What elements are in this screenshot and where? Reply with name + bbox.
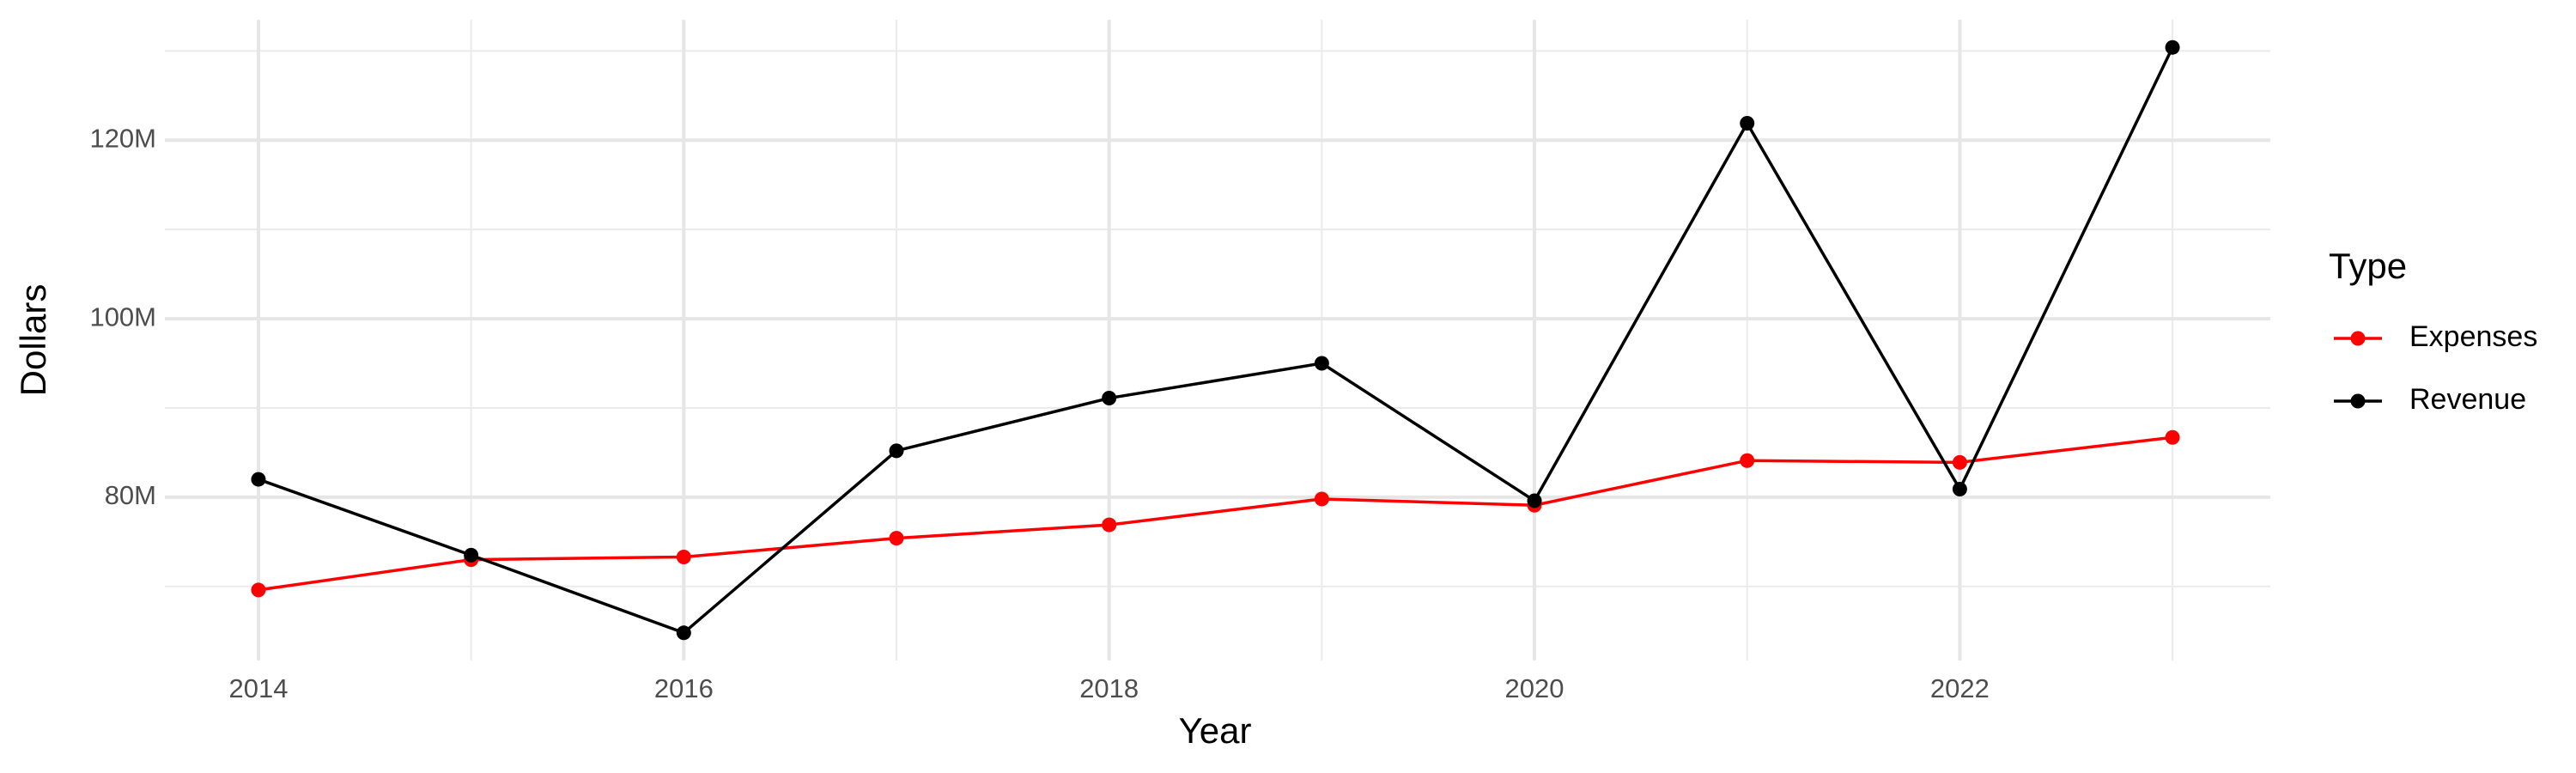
- data-point: [889, 443, 904, 459]
- data-point: [889, 531, 904, 546]
- data-point: [1314, 356, 1329, 371]
- data-point: [1102, 391, 1117, 406]
- data-point: [2165, 429, 2180, 445]
- y-axis-label: Dollars: [13, 284, 53, 397]
- data-point: [2165, 40, 2180, 55]
- data-point: [251, 582, 266, 598]
- y-tick-label: 120M: [89, 123, 156, 153]
- x-tick-label: 2018: [1079, 673, 1139, 703]
- data-point: [1952, 482, 1967, 497]
- data-point: [1740, 453, 1755, 468]
- data-point: [1314, 491, 1329, 507]
- legend-key-point: [2350, 393, 2366, 409]
- data-point: [1527, 493, 1542, 508]
- legend-title: Type: [2329, 246, 2407, 286]
- x-tick-label: 2022: [1930, 673, 1990, 703]
- data-point: [464, 547, 479, 563]
- data-point: [676, 625, 691, 641]
- series-line: [258, 46, 2174, 635]
- x-axis-label: Year: [1179, 710, 1252, 751]
- data-point: [251, 472, 266, 487]
- y-tick-label: 80M: [105, 480, 156, 510]
- legend-label: Expenses: [2409, 320, 2537, 353]
- series-line: [258, 435, 2173, 592]
- y-tick-label: 100M: [89, 301, 156, 332]
- data-point: [1102, 517, 1117, 533]
- x-tick-label: 2014: [228, 673, 288, 703]
- legend-key-point: [2350, 331, 2366, 346]
- legend-label: Revenue: [2409, 383, 2526, 416]
- x-tick-label: 2016: [654, 673, 714, 703]
- data-point: [676, 549, 691, 564]
- x-tick-label: 2020: [1505, 673, 1564, 703]
- data-point: [1952, 454, 1967, 470]
- data-point: [1740, 116, 1755, 131]
